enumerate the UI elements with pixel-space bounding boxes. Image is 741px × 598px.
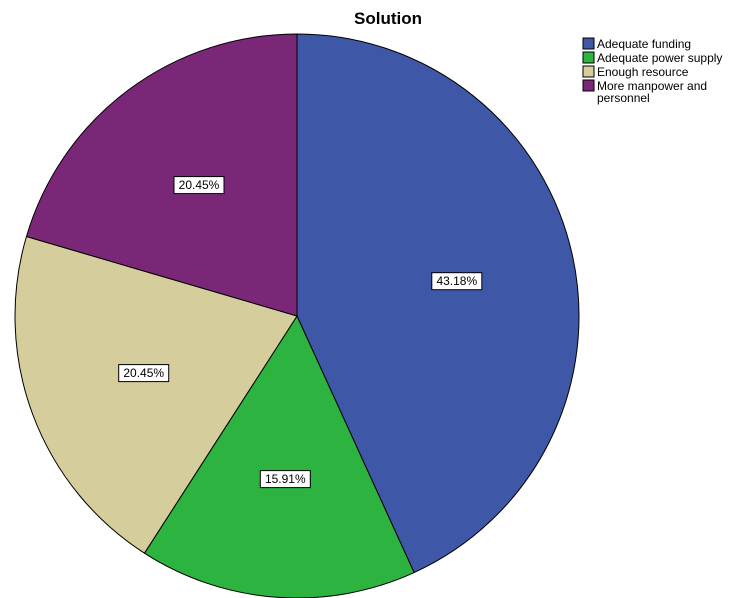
pie-slices: [14, 33, 580, 598]
legend-swatch: [582, 79, 595, 92]
pie-slice-enough-resource: [14, 235, 298, 554]
data-label-box: [431, 272, 483, 291]
data-label-box: [173, 176, 225, 195]
legend-swatch: [582, 65, 595, 78]
data-label-adequate-funding: 43.18%: [431, 272, 483, 291]
data-labels: 43.18% 15.91% 20.45% 20.45%: [118, 176, 483, 489]
chart-title: Solution: [354, 9, 422, 28]
legend-item-adequate-funding: Adequate funding: [582, 37, 691, 51]
legend-label: More manpower and: [597, 79, 707, 93]
data-label-text: 20.45%: [179, 178, 220, 192]
legend-swatch: [582, 51, 595, 64]
data-label-text: 20.45%: [123, 366, 164, 380]
pie-slice-more-manpower-and-personnel: [25, 33, 298, 317]
pie-slice-adequate-funding: [296, 33, 580, 574]
legend-item-enough-resource: Enough resource: [582, 65, 689, 79]
pie-slice-adequate-power-supply: [143, 314, 415, 598]
data-label-adequate-power-supply: 15.91%: [259, 470, 311, 489]
data-label-text: 43.18%: [436, 274, 477, 288]
data-label-text: 15.91%: [265, 472, 306, 486]
data-label-more-manpower-and-personnel: 20.45%: [173, 176, 225, 195]
legend-label: Adequate power supply: [597, 51, 722, 65]
legend-swatch: [582, 37, 595, 50]
legend-item-adequate-power-supply: Adequate power supply: [582, 51, 722, 65]
data-label-box: [259, 470, 311, 489]
data-label-enough-resource: 20.45%: [118, 364, 170, 383]
legend-label: personnel: [597, 91, 650, 105]
data-label-box: [118, 364, 170, 383]
legend-label: Adequate funding: [597, 37, 691, 51]
legend-label: Enough resource: [597, 65, 689, 79]
